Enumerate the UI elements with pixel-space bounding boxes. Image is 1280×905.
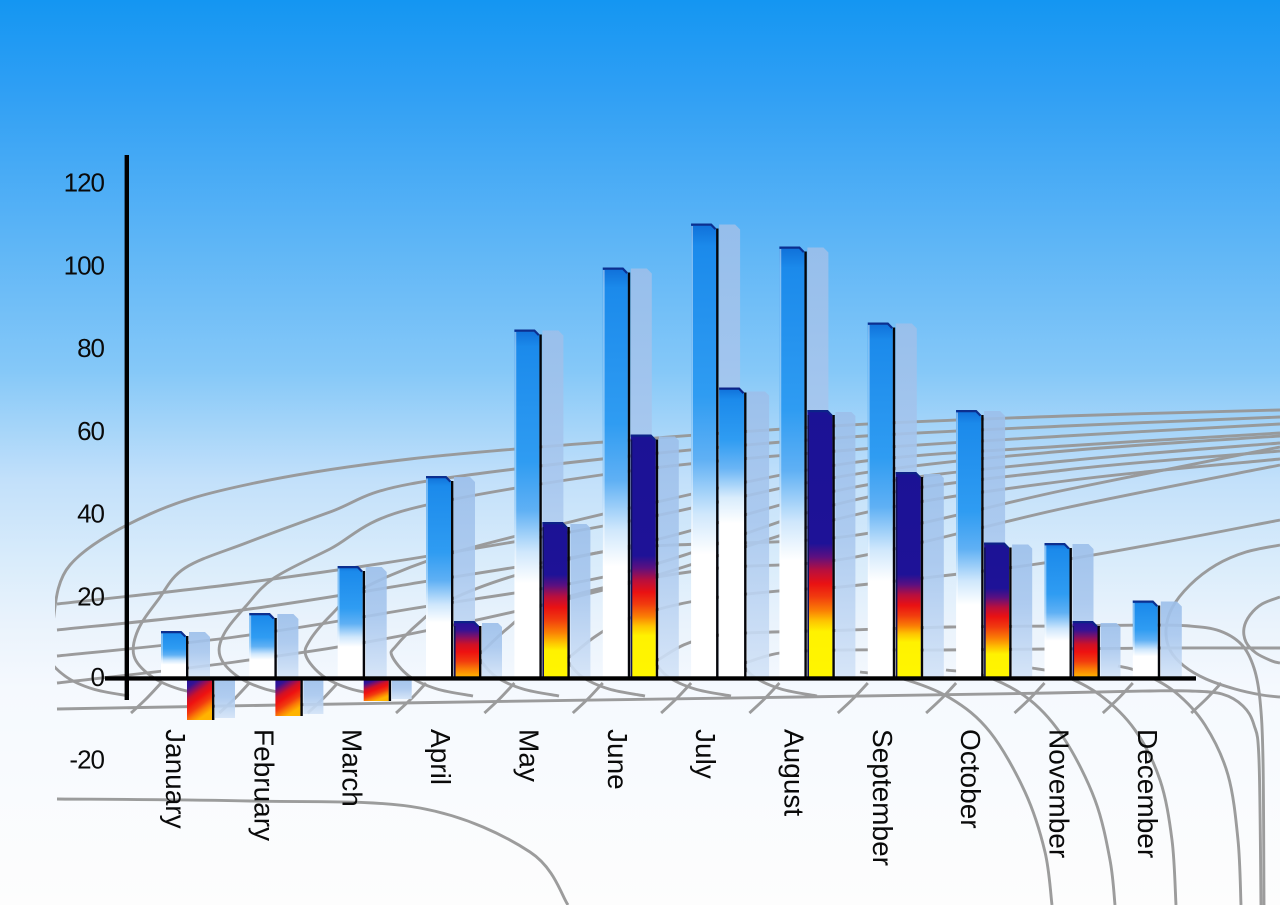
- svg-text:July: July: [690, 729, 721, 779]
- svg-text:November: November: [1044, 729, 1075, 858]
- svg-text:March: March: [337, 729, 368, 807]
- svg-text:May: May: [513, 729, 544, 782]
- svg-text:120: 120: [64, 168, 105, 198]
- svg-text:June: June: [602, 729, 633, 790]
- svg-text:60: 60: [77, 416, 104, 446]
- svg-text:August: August: [778, 729, 809, 816]
- svg-text:January: January: [160, 729, 191, 829]
- svg-text:April: April: [425, 729, 456, 785]
- svg-text:20: 20: [77, 581, 104, 611]
- svg-text:February: February: [248, 729, 279, 841]
- svg-text:0: 0: [91, 662, 105, 692]
- svg-text:80: 80: [77, 333, 104, 363]
- svg-text:October: October: [955, 729, 986, 829]
- svg-text:-20: -20: [69, 745, 104, 775]
- svg-text:September: September: [867, 729, 898, 866]
- svg-text:100: 100: [64, 250, 105, 280]
- svg-text:40: 40: [77, 499, 104, 529]
- svg-text:December: December: [1132, 729, 1163, 858]
